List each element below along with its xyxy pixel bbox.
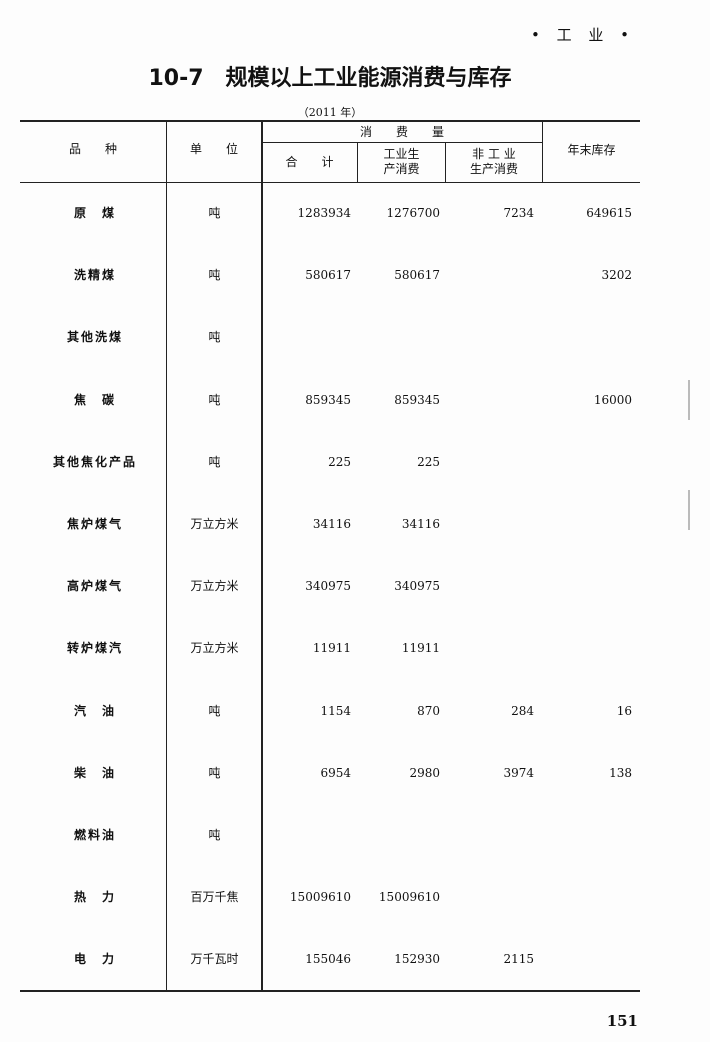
cell-total: 6954: [320, 765, 351, 780]
row-name: 焦 碳: [73, 392, 116, 407]
cell-stock: 649615: [586, 206, 632, 220]
row-name: 原 煤: [73, 206, 116, 220]
cell-total: 225: [328, 454, 351, 469]
cell-industrial: 870: [417, 703, 440, 718]
cell-industrial: 1276700: [386, 206, 440, 220]
cell-total: 1283934: [297, 206, 351, 220]
cell-total: 11911: [312, 641, 351, 656]
row-unit: 吨: [208, 703, 221, 718]
cell-total: 859345: [305, 392, 351, 407]
cell-industrial: 2980: [409, 765, 440, 780]
header-variety: 品 种: [68, 142, 117, 156]
row-name: 其他焦化产品: [52, 454, 137, 469]
cell-industrial: 15009610: [378, 890, 440, 905]
column-divider: [445, 142, 446, 183]
row-name: 转炉煤汽: [66, 641, 123, 656]
column-divider: [261, 121, 263, 991]
page-number: 151: [606, 1012, 638, 1030]
table-row: 原 煤 吨 1283934 1276700 7234 649615: [0, 203, 660, 265]
cell-industrial: 34116: [401, 517, 440, 531]
row-unit: 吨: [208, 268, 221, 283]
row-name: 高炉煤气: [66, 579, 123, 594]
header-year-end-stock: 年末库存: [567, 143, 616, 157]
row-name: 柴 油: [73, 765, 116, 780]
row-name: 热 力: [73, 890, 116, 905]
header-industrial: 工业生 产消费: [383, 147, 420, 176]
table-row: 燃料油 吨: [0, 825, 660, 887]
scan-edge-mark: [688, 380, 690, 420]
cell-stock: 16000: [593, 392, 632, 407]
cell-industrial: 11911: [401, 641, 440, 656]
cell-stock: 3202: [601, 268, 632, 283]
row-name: 汽 油: [73, 703, 116, 718]
row-name: 燃料油: [73, 828, 116, 842]
cell-non-industrial: 3974: [503, 765, 534, 780]
table-row: 焦 碳 吨 859345 859345 16000: [0, 390, 660, 452]
table-row: 转炉煤汽 万立方米 11911 11911: [0, 638, 660, 700]
cell-non-industrial: 2115: [503, 952, 534, 967]
table-row: 高炉煤气 万立方米 340975 340975: [0, 576, 660, 638]
table-row: 汽 油 吨 1154 870 284 16: [0, 701, 660, 763]
column-divider: [166, 121, 167, 991]
cell-total: 1154: [320, 703, 351, 718]
table-row: 其他洗煤 吨: [0, 327, 660, 389]
table-row: 其他焦化产品 吨 225 225: [0, 452, 660, 514]
row-unit: 吨: [208, 330, 221, 345]
cell-total: 155046: [305, 952, 351, 967]
row-unit: 万立方米: [190, 579, 239, 594]
cell-industrial: 225: [417, 454, 440, 469]
cell-industrial: 152930: [394, 952, 440, 967]
cell-non-industrial: 284: [511, 703, 534, 718]
running-head: • 工 业 •: [531, 26, 635, 44]
row-unit: 吨: [208, 392, 221, 407]
row-unit: 吨: [208, 454, 221, 469]
consumption-rule: [262, 142, 542, 143]
row-unit: 吨: [208, 765, 221, 780]
table-top-rule: [20, 120, 640, 122]
row-unit: 万立方米: [190, 517, 239, 531]
cell-industrial: 859345: [394, 392, 440, 407]
header-non-industrial: 非 工 业 生产消费: [469, 147, 518, 176]
cell-industrial: 580617: [394, 268, 440, 283]
header-bottom-rule: [20, 182, 640, 183]
cell-industrial: 340975: [394, 579, 440, 594]
header-unit: 单 位: [189, 142, 238, 156]
row-unit: 万千瓦时: [190, 952, 239, 967]
cell-total: 340975: [305, 579, 351, 594]
table-row: 焦炉煤气 万立方米 34116 34116: [0, 514, 660, 576]
table-row: 电 力 万千瓦时 155046 152930 2115: [0, 949, 660, 1011]
cell-total: 580617: [305, 268, 351, 283]
column-divider: [542, 121, 543, 183]
header-consumption: 消 费 量: [359, 125, 444, 139]
row-name: 洗精煤: [73, 268, 116, 283]
row-unit: 百万千焦: [190, 890, 239, 905]
cell-stock: 16: [616, 703, 632, 718]
cell-total: 34116: [312, 517, 351, 531]
row-name: 电 力: [73, 952, 116, 967]
row-name: 其他洗煤: [66, 330, 123, 345]
row-unit: 吨: [208, 206, 221, 220]
table-bottom-rule: [20, 990, 640, 992]
row-name: 焦炉煤气: [66, 517, 123, 531]
header-total: 合 计: [285, 155, 334, 169]
table-row: 热 力 百万千焦 15009610 15009610: [0, 887, 660, 949]
column-divider: [357, 142, 358, 183]
row-unit: 万立方米: [190, 641, 239, 656]
table-row: 洗精煤 吨 580617 580617 3202: [0, 265, 660, 327]
scan-edge-mark: [688, 490, 690, 530]
year-note: （2011 年）: [297, 106, 363, 119]
table-title: 10-7 规模以上工业能源消费与库存: [148, 66, 512, 91]
cell-total: 15009610: [289, 890, 351, 905]
table-row: 柴 油 吨 6954 2980 3974 138: [0, 763, 660, 825]
cell-stock: 138: [609, 765, 632, 780]
cell-non-industrial: 7234: [503, 206, 534, 220]
row-unit: 吨: [208, 828, 221, 842]
